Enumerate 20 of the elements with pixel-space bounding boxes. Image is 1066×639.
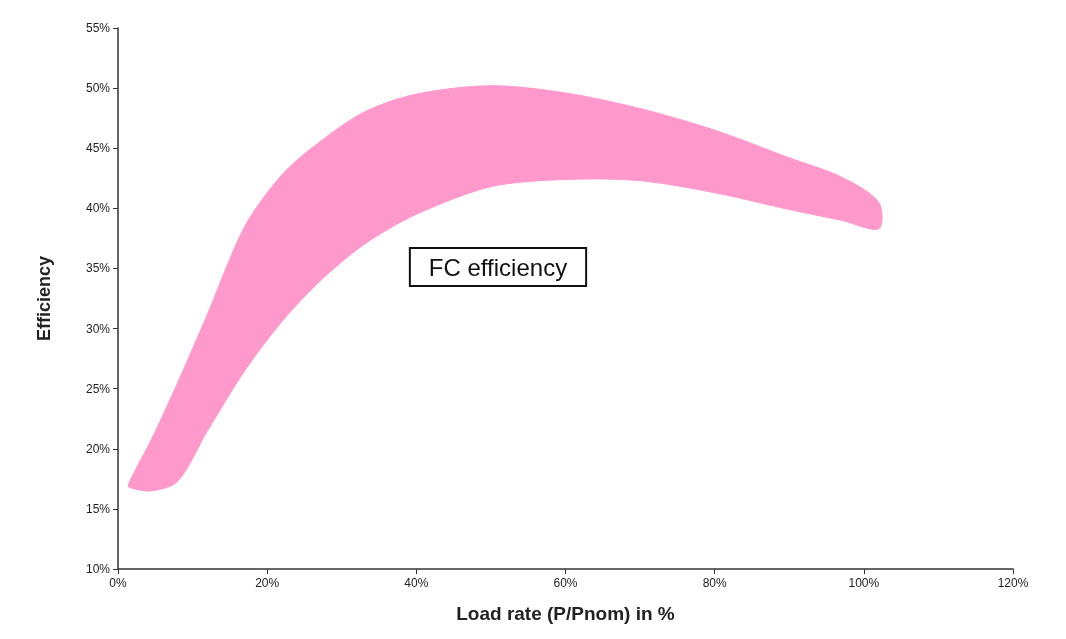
y-axis-title: Efficiency: [34, 255, 54, 342]
y-tick-label: 50%: [85, 81, 111, 96]
x-tick-label: 60%: [553, 576, 578, 590]
y-tick-label: 15%: [85, 501, 111, 516]
y-tick-label: 55%: [85, 21, 111, 35]
y-tick-label: 40%: [85, 201, 111, 216]
y-tick-label: 20%: [85, 441, 111, 456]
x-tick-label: 120%: [997, 576, 1029, 590]
x-tick-label: 0%: [109, 576, 127, 590]
y-tick-label: 30%: [85, 321, 111, 336]
y-tick-label: 35%: [85, 261, 111, 276]
x-axis-title: Load rate (P/Pnom) in %: [456, 603, 675, 624]
y-tick-label: 10%: [85, 562, 111, 576]
x-tick-label: 100%: [848, 576, 880, 590]
x-tick-label: 40%: [404, 576, 429, 590]
annotation: FC efficiency: [428, 253, 568, 281]
y-tick-label: 25%: [85, 381, 111, 396]
x-tick-label: 20%: [255, 576, 280, 590]
x-tick-label: 80%: [702, 576, 727, 590]
y-tick-label: 45%: [85, 141, 111, 156]
